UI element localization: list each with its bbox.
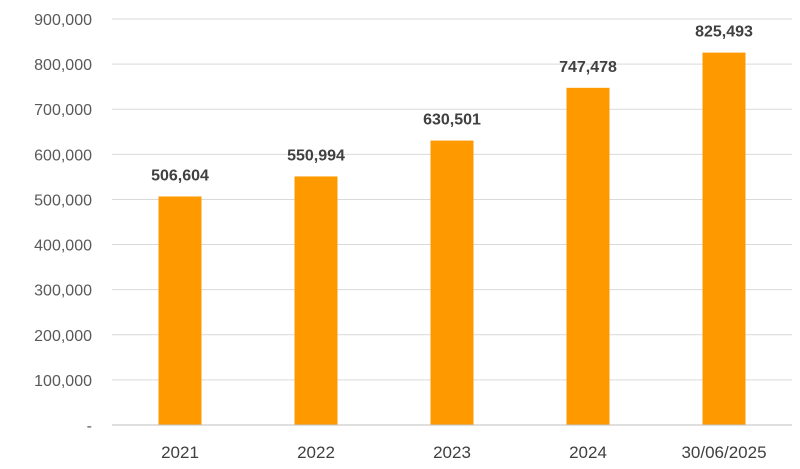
bar-30-06-2025 xyxy=(702,52,746,426)
y-tick-label: 600,000 xyxy=(34,147,92,164)
x-tick-label: 30/06/2025 xyxy=(681,443,766,462)
y-tick-label: 800,000 xyxy=(34,57,92,74)
x-tick-label: 2023 xyxy=(433,443,471,462)
x-tick-label: 2021 xyxy=(161,443,199,462)
y-tick-label: 300,000 xyxy=(34,283,92,300)
x-axis-ticks: 2021 2022 2023 2024 30/06/2025 xyxy=(161,443,766,462)
data-label: 747,478 xyxy=(559,59,617,76)
x-tick-label: 2024 xyxy=(569,443,607,462)
data-label: 550,994 xyxy=(287,147,345,164)
y-tick-label: 500,000 xyxy=(34,192,92,209)
data-label: 630,501 xyxy=(423,112,481,129)
x-tick-label: 2022 xyxy=(297,443,335,462)
bar-2023 xyxy=(430,140,474,426)
bars xyxy=(158,52,746,426)
bar-2022 xyxy=(294,176,338,425)
y-tick-label: 900,000 xyxy=(34,12,92,29)
y-tick-label: 700,000 xyxy=(34,102,92,119)
y-tick-label: 100,000 xyxy=(34,373,92,390)
data-label: 825,493 xyxy=(695,24,753,41)
bar-2024 xyxy=(566,87,610,425)
data-label: 506,604 xyxy=(151,167,209,184)
bar-2021 xyxy=(158,196,202,425)
y-axis-ticks: - 100,000 200,000 300,000 400,000 500,000 600,… xyxy=(34,12,92,435)
data-labels: 506,604 550,994 630,501 747,478 825,493 xyxy=(151,24,753,185)
y-tick-label: 200,000 xyxy=(34,328,92,345)
y-tick-label: 400,000 xyxy=(34,238,92,255)
y-tick-label: - xyxy=(87,418,92,435)
